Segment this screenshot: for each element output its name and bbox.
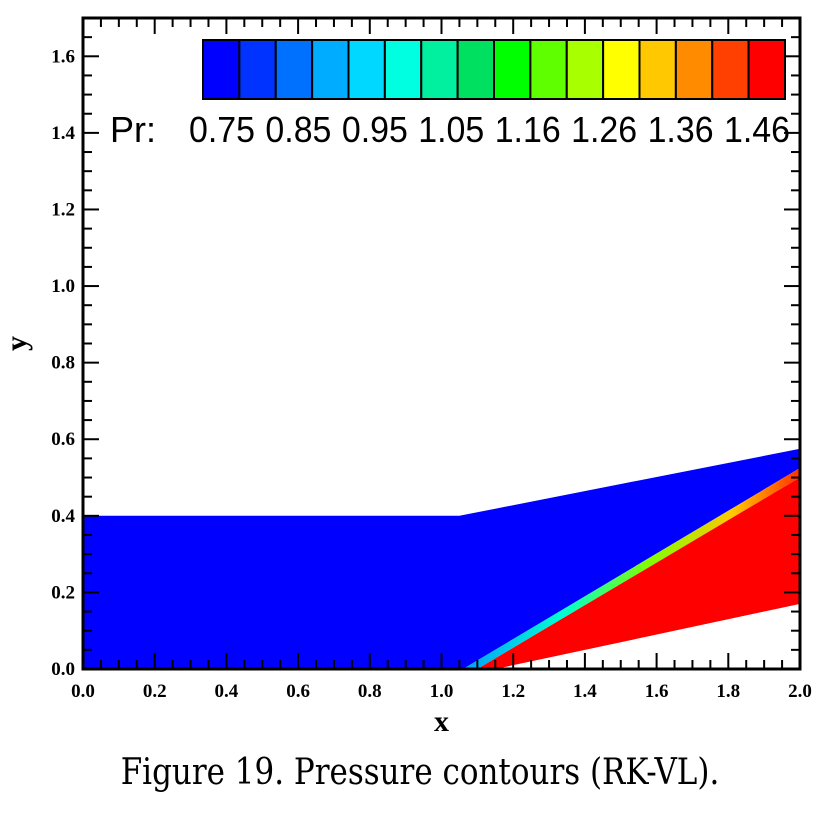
x-tick-label: 1.4 [573, 681, 597, 702]
x-tick-label: 1.0 [430, 681, 454, 702]
axis-ticks [82, 17, 801, 670]
x-tick-label: 2.0 [788, 681, 812, 702]
colorbar-level-label: 1.36 [648, 109, 714, 150]
y-axis-title: y [0, 336, 33, 351]
x-axis-title: x [434, 705, 449, 738]
y-tick-label: 0.8 [51, 353, 75, 374]
colorbar-level-label: 1.26 [571, 109, 637, 150]
figure-caption: Figure 19. Pressure contours (RK-VL). [120, 752, 720, 793]
x-tick-label: 1.8 [716, 681, 740, 702]
y-tick-label: 1.4 [51, 123, 75, 144]
colorbar-swatch [747, 39, 786, 100]
colorbar: Pr: 0.75 0.85 0.95 1.05 1.16 1.26 1.36 1.46 [110, 39, 790, 150]
y-tick-label: 1.0 [51, 276, 75, 297]
colorbar-level-label: 1.05 [418, 109, 484, 150]
x-tick-label: 0.4 [215, 681, 239, 702]
x-tick-label: 0.0 [71, 681, 95, 702]
colorbar-level-label: 0.75 [189, 109, 255, 150]
colorbar-label: Pr: [110, 109, 156, 150]
colorbar-swatch [383, 39, 423, 100]
colorbar-swatch [420, 39, 459, 100]
colorbar-swatch [711, 39, 750, 100]
colorbar-swatch [311, 39, 350, 100]
tick-labels: 0.0 0.2 0.4 0.6 0.8 1.0 1.2 1.4 1.6 1.8 2.0 0.0 0.2 0… [51, 46, 812, 702]
colorbar-swatch [202, 39, 241, 100]
colorbar-level-label: 0.95 [342, 109, 408, 150]
colorbar-swatch [456, 39, 495, 100]
x-tick-label: 1.2 [501, 681, 525, 702]
x-tick-label: 0.2 [143, 681, 167, 702]
colorbar-level-label: 0.85 [265, 109, 331, 150]
region-shock-band [463, 468, 800, 669]
colorbar-swatch [674, 39, 714, 100]
y-tick-label: 0.2 [51, 582, 75, 603]
region-low-pressure [83, 448, 800, 669]
colorbar-swatch [274, 39, 314, 100]
colorbar-swatch [238, 39, 277, 100]
colorbar-swatch [493, 39, 532, 100]
colorbar-swatch [529, 39, 568, 100]
colorbar-swatch [602, 39, 641, 100]
colorbar-level-label: 1.16 [495, 109, 561, 150]
colorbar-swatch [638, 39, 677, 100]
colorbar-swatch [347, 39, 386, 100]
colorbar-swatch [565, 39, 605, 100]
x-tick-label: 0.8 [358, 681, 382, 702]
region-high-pressure [477, 477, 800, 669]
y-tick-label: 1.2 [51, 199, 75, 220]
x-tick-label: 1.6 [645, 681, 669, 702]
y-tick-label: 0.6 [51, 429, 75, 450]
colorbar-level-label: 1.46 [724, 109, 790, 150]
y-tick-label: 0.4 [51, 506, 75, 527]
x-tick-label: 0.6 [286, 681, 310, 702]
contour-regions [83, 448, 800, 669]
y-tick-label: 1.6 [51, 46, 75, 67]
y-tick-label: 0.0 [51, 659, 75, 680]
